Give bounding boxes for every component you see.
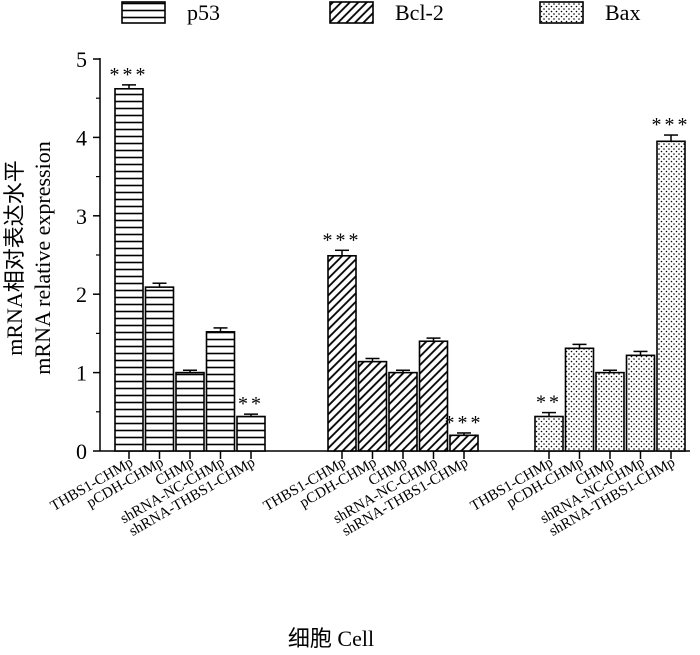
bar [144,286,175,452]
legend: p53 Bcl-2 Bax [121,0,640,25]
axes: 012345THBS1-CHMppCDH-CHMpCHMpshRNA-NC-CH… [48,47,690,540]
legend-label: Bcl-2 [395,0,444,25]
significance-label: ** [238,393,264,415]
bars: **************** [110,64,691,452]
legend-swatch [121,1,166,24]
bar [625,354,656,452]
bar [449,434,479,452]
legend-swatch [539,1,584,24]
significance-label: ** [536,392,562,414]
y-tick-label: 2 [76,282,87,307]
bar [357,360,388,452]
y-tick-label: 1 [76,361,87,386]
bar [534,415,564,452]
significance-label: *** [445,412,484,434]
bar [175,371,205,452]
bar [114,87,144,452]
legend-label: Bax [605,0,640,25]
bar [564,347,595,452]
bar [388,371,418,452]
bar [327,254,357,452]
legend-swatch [329,1,374,24]
bar [418,340,449,452]
y-tick-label: 0 [76,439,87,464]
x-axis-label: 细胞 Cell [288,626,374,651]
bar [236,415,266,452]
y-tick-label: 5 [76,47,87,72]
y-tick-label: 3 [76,204,87,229]
y-axis-label-english: mRNA relative expression [30,141,55,374]
y-tick-label: 4 [76,125,87,150]
y-axis-label: mRNA相对表达水平 [2,160,27,356]
legend-label: p53 [187,0,220,25]
significance-label: *** [110,64,149,86]
bar [205,331,236,452]
bar [595,371,625,452]
significance-label: *** [652,114,691,136]
significance-label: *** [323,229,362,251]
bar [656,140,686,452]
